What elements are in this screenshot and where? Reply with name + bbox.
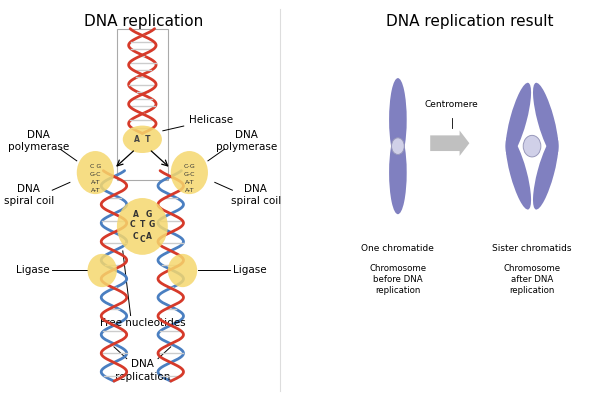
Text: DNA
polymerase: DNA polymerase: [8, 130, 69, 152]
Text: C: C: [140, 235, 145, 244]
Ellipse shape: [171, 151, 208, 194]
Text: Chromosome
before DNA
replication: Chromosome before DNA replication: [370, 264, 427, 295]
Text: G: G: [146, 210, 152, 219]
Text: DNA
polymerase: DNA polymerase: [215, 130, 277, 152]
Ellipse shape: [533, 136, 559, 210]
Text: Chromosome
after DNA
replication: Chromosome after DNA replication: [503, 264, 560, 295]
Text: DNA
spiral coil: DNA spiral coil: [231, 184, 281, 206]
Ellipse shape: [506, 83, 531, 157]
Text: A-T: A-T: [185, 180, 194, 185]
Ellipse shape: [389, 78, 407, 161]
Text: A: A: [146, 232, 152, 241]
Ellipse shape: [88, 254, 117, 287]
Ellipse shape: [523, 135, 541, 157]
Text: One chromatide: One chromatide: [361, 244, 434, 253]
Text: A-T: A-T: [91, 180, 100, 185]
Text: Free nucleotides: Free nucleotides: [100, 318, 185, 328]
Text: C: C: [133, 232, 139, 241]
Text: A: A: [133, 210, 139, 219]
Text: DNA
replication: DNA replication: [115, 359, 170, 382]
Text: DNA
spiral coil: DNA spiral coil: [4, 184, 54, 206]
Text: A  T: A T: [134, 135, 151, 144]
Text: A-T: A-T: [91, 188, 100, 193]
Ellipse shape: [533, 83, 559, 157]
Text: Centromere: Centromere: [425, 100, 479, 109]
Ellipse shape: [506, 136, 531, 210]
Ellipse shape: [77, 151, 114, 194]
Text: T: T: [140, 220, 145, 229]
Text: G: G: [149, 220, 155, 229]
Text: Helicase: Helicase: [163, 115, 233, 131]
Ellipse shape: [389, 131, 407, 214]
Text: C-G: C-G: [184, 164, 195, 169]
Ellipse shape: [123, 126, 162, 153]
Text: G-C: G-C: [89, 172, 101, 177]
Text: Sister chromatids: Sister chromatids: [492, 244, 572, 253]
Text: C G: C G: [90, 164, 101, 169]
Ellipse shape: [117, 198, 168, 255]
Text: G-C: G-C: [184, 172, 195, 177]
FancyArrow shape: [430, 130, 469, 156]
Ellipse shape: [392, 138, 404, 154]
Text: Ligase: Ligase: [233, 266, 267, 276]
Text: Ligase: Ligase: [16, 266, 50, 276]
Text: A-T: A-T: [185, 188, 194, 193]
Ellipse shape: [168, 254, 197, 287]
Text: DNA replication: DNA replication: [84, 14, 203, 29]
Text: DNA replication result: DNA replication result: [386, 14, 553, 29]
Text: C: C: [130, 220, 136, 229]
